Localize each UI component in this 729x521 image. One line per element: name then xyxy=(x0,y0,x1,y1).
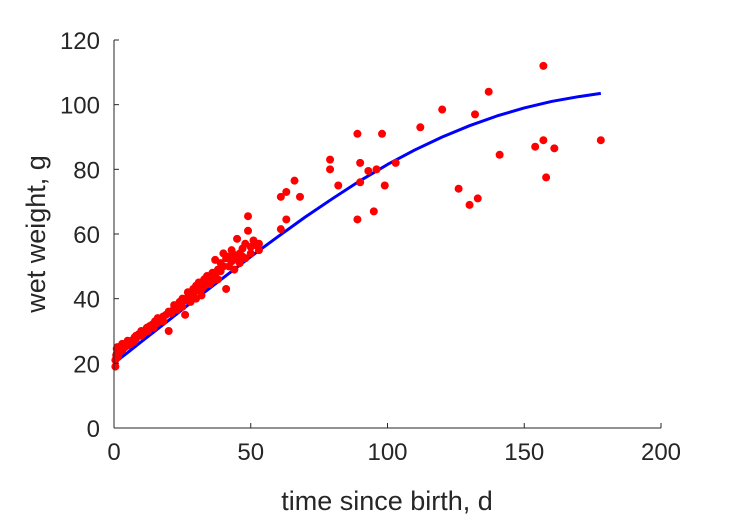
data-point xyxy=(276,225,285,234)
data-point xyxy=(213,275,222,284)
data-point xyxy=(372,165,381,174)
axes xyxy=(113,40,661,429)
y-tick-label: 40 xyxy=(73,287,100,314)
data-point xyxy=(159,317,168,326)
data-point xyxy=(230,265,239,274)
data-point xyxy=(241,254,250,263)
data-point xyxy=(181,310,190,319)
data-point xyxy=(391,158,400,167)
data-point xyxy=(550,144,559,153)
data-point xyxy=(222,284,231,293)
x-tick-label: 0 xyxy=(107,439,120,466)
data-point xyxy=(484,87,493,96)
data-point xyxy=(356,178,365,187)
data-point xyxy=(246,249,255,258)
data-point xyxy=(219,262,228,271)
data-point xyxy=(539,61,548,70)
data-point xyxy=(378,129,387,138)
x-tick-label: 100 xyxy=(367,439,407,466)
data-point xyxy=(326,165,335,174)
data-points-layer xyxy=(111,61,605,371)
x-axis-title: time since birth, d xyxy=(281,486,493,516)
data-point xyxy=(254,239,263,248)
data-point xyxy=(353,215,362,224)
y-tick-label: 0 xyxy=(87,416,100,443)
data-point xyxy=(531,142,540,151)
y-tick-label: 120 xyxy=(60,28,100,55)
y-tick-label: 80 xyxy=(73,157,100,184)
data-point xyxy=(334,181,343,190)
data-point xyxy=(473,194,482,203)
data-point xyxy=(276,192,285,201)
data-point xyxy=(416,123,425,132)
data-point xyxy=(438,105,447,114)
data-point xyxy=(244,226,253,235)
data-point xyxy=(254,246,263,255)
data-point xyxy=(233,234,242,243)
x-tick-label: 150 xyxy=(504,439,544,466)
data-point xyxy=(539,136,548,145)
y-ticks: 0 20 40 60 80 100 120 xyxy=(60,28,119,443)
data-point xyxy=(197,291,206,300)
y-axis-title: wet weight, g xyxy=(21,155,51,314)
y-tick-label: 60 xyxy=(73,222,100,249)
y-tick-label: 20 xyxy=(73,351,100,378)
data-point xyxy=(454,184,463,193)
x-tick-label: 50 xyxy=(237,439,264,466)
data-point xyxy=(465,200,474,209)
data-point xyxy=(356,158,365,167)
data-point xyxy=(244,212,253,221)
data-point xyxy=(290,176,299,185)
data-point xyxy=(235,259,244,268)
data-point xyxy=(282,215,291,224)
data-point xyxy=(164,327,173,335)
data-point xyxy=(369,207,378,216)
data-point xyxy=(111,362,120,371)
data-point xyxy=(178,302,187,311)
x-ticks: 0 50 100 150 200 xyxy=(107,423,681,466)
x-tick-label: 200 xyxy=(641,439,681,466)
data-point xyxy=(364,166,373,175)
data-point xyxy=(471,110,480,119)
y-tick-label: 100 xyxy=(60,93,100,120)
data-point xyxy=(542,173,551,182)
data-point xyxy=(282,187,291,196)
data-point xyxy=(353,129,362,138)
data-point xyxy=(326,155,335,164)
data-point xyxy=(295,192,304,201)
data-point xyxy=(380,181,389,190)
data-point xyxy=(596,136,605,145)
data-point xyxy=(495,150,504,159)
